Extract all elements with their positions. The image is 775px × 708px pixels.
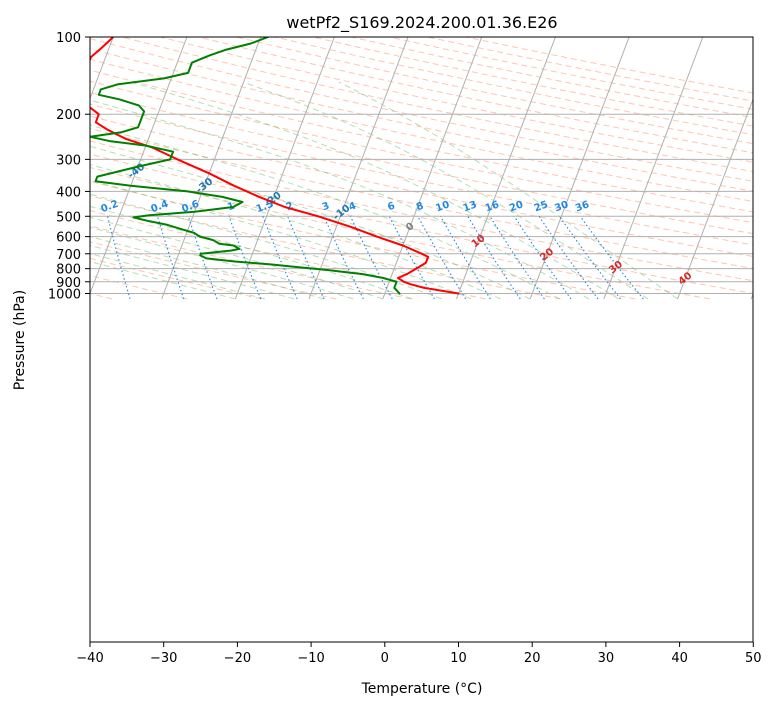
mixing-ratio-line (579, 215, 644, 300)
chart-title: wetPf2_S169.2024.200.01.36.E26 (286, 13, 557, 33)
x-tick-label: 20 (524, 651, 541, 666)
dry-adiabat-line (90, 153, 753, 294)
mixing-ratio-label: 13 (462, 199, 479, 214)
mixing-ratio-label: 3 (321, 201, 331, 214)
dry-adiabat-line (90, 69, 753, 213)
x-axis-label: Temperature (°C) (361, 681, 483, 697)
mixing-ratio-line (559, 215, 621, 300)
mixing-ratio-label: 4 (347, 201, 357, 214)
isotherm-gridline (161, 37, 262, 300)
mixing-ratio-label: 6 (386, 201, 396, 214)
x-tick-label: 0 (381, 651, 389, 666)
x-tick-label: −30 (150, 651, 177, 666)
dry-adiabat-line (90, 195, 561, 300)
y-tick-label: 200 (56, 108, 81, 123)
dry-adiabat-line (90, 80, 753, 224)
x-tick-label: −20 (224, 651, 251, 666)
y-axis-label: Pressure (hPa) (12, 290, 28, 390)
x-tick-label: 40 (671, 651, 688, 666)
mixing-ratio-line (489, 216, 545, 300)
y-tick-label: 700 (56, 248, 81, 263)
dry-adiabat-line (90, 48, 753, 192)
y-tick-label: 100 (56, 31, 81, 46)
x-axis: −40 −30 −20 −10 0 10 20 30 40 50 (76, 642, 762, 666)
isotherm-gridline (677, 97, 753, 300)
mixing-ratio-line (440, 216, 491, 300)
isotherm-gridline (529, 37, 630, 300)
dewpoint-profile-line (90, 37, 401, 295)
y-tick-label: 900 (56, 276, 81, 291)
dry-adiabat-line (198, 37, 753, 154)
mixing-ratio-label: 2 (285, 201, 295, 214)
profile-series (90, 37, 460, 295)
mixing-ratio-label: 36 (574, 199, 591, 214)
y-tick-label: 1000 (48, 288, 81, 303)
mixing-ratio-label: 25 (533, 199, 550, 214)
dry-adiabat-line (90, 91, 753, 235)
x-tick-label: 10 (450, 651, 467, 666)
plot-frame (89, 36, 754, 643)
mixing-ratio-label: 8 (415, 201, 425, 214)
mixing-ratio-line (287, 216, 325, 300)
dry-adiabat-line (90, 103, 753, 246)
isotherm-gridline (90, 37, 114, 100)
isotherm-gridline (234, 37, 335, 300)
isotherm-gridline (603, 37, 704, 300)
dry-adiabat-line (236, 37, 753, 145)
x-tick-label: 50 (745, 651, 762, 666)
mixing-ratio-line (228, 216, 262, 300)
dry-adiabat-line (90, 257, 262, 300)
mixing-ratio-line (467, 216, 521, 300)
mixing-ratio-line (513, 216, 572, 300)
isotherm-gridline (382, 37, 483, 300)
x-tick-label: −40 (76, 651, 103, 666)
mixing-ratio-line (388, 216, 435, 300)
dry-adiabat-line (121, 37, 753, 173)
mixing-ratio-label: 20 (508, 199, 525, 214)
mixing-ratio-label: 16 (484, 199, 501, 214)
isotherm-gridline (455, 37, 556, 300)
mixing-ratio-line (538, 215, 599, 300)
mixing-ratio-label: 10 (434, 199, 451, 214)
y-tick-label: 300 (56, 153, 81, 168)
isotherm-gridline (308, 37, 409, 300)
x-tick-label: 30 (598, 651, 615, 666)
mixing-ratio-label: 30 (553, 199, 570, 214)
dry-adiabat-line (90, 241, 337, 300)
y-tick-label: 600 (56, 231, 81, 246)
y-tick-label: 800 (56, 263, 81, 278)
x-tick-label: −10 (297, 651, 324, 666)
isotherm-gridline (90, 37, 188, 295)
temperature-profile-line (90, 37, 460, 295)
dry-adiabat-line (90, 140, 753, 282)
isotherm-grid (90, 37, 753, 300)
y-tick-label: 400 (56, 185, 81, 200)
y-tick-label: 500 (56, 210, 81, 225)
